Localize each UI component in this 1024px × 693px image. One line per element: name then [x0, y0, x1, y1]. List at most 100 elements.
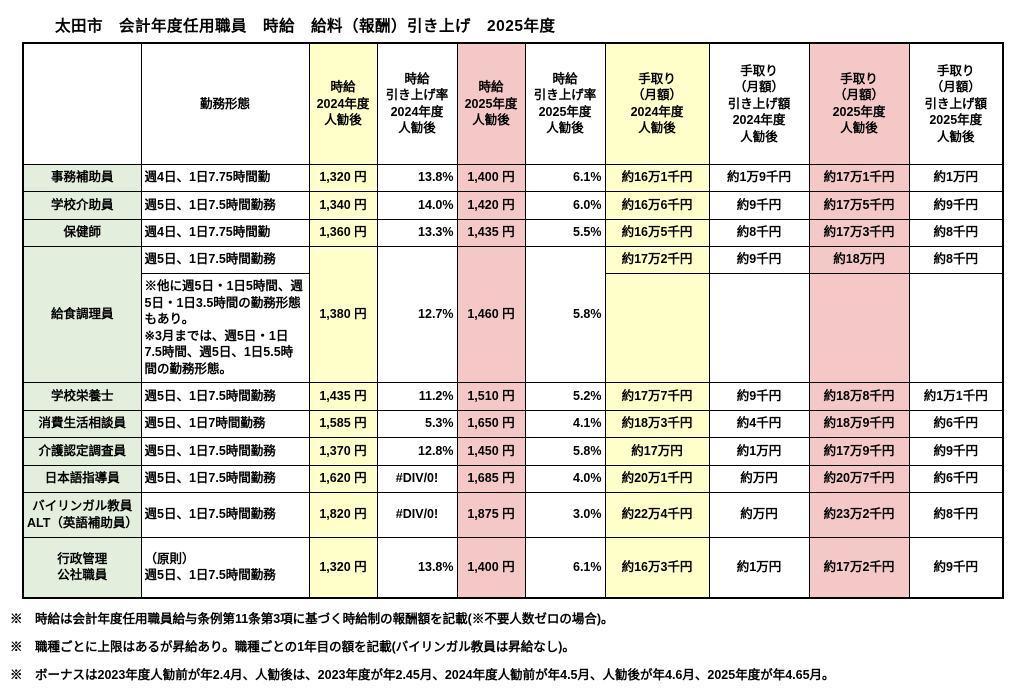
wage-table: 勤務形態 時給 2024年度 人勧後 時給 引き上げ率 2024年度 人勧後 時…	[22, 42, 1004, 599]
cell-net-2025: 約20万7千円	[808, 464, 910, 493]
cell-job: 保健師	[22, 218, 142, 247]
cell-netup-2024: 約9千円	[708, 381, 810, 411]
cell-rate-2025: 5.5%	[524, 218, 606, 247]
cell-schedule: 週5日、1日7.5時間勤務	[140, 436, 310, 466]
cell-net-2025	[808, 272, 910, 383]
cell-schedule: 週4日、1日7.75時間勤	[140, 163, 310, 192]
cell-wage-2024: 1,380 円	[308, 245, 378, 383]
cell-netup-2025: 約9千円	[908, 536, 1004, 599]
cell-net-2024: 約20万1千円	[604, 464, 710, 493]
footnote: ※ ボーナスは2023年度人勧前が年2.4月、人勧後は、2023年度が年2.45…	[10, 668, 835, 682]
cell-rate-2025: 4.0%	[524, 464, 606, 493]
table-row: 給食調理員 週5日、1日7.5時間勤務 1,380 円 12.7% 1,460 …	[22, 245, 1004, 383]
cell-netup-2025: 約6千円	[908, 464, 1004, 493]
cell-net-2024: 約17万2千円	[604, 245, 710, 274]
cell-net-2025: 約17万2千円	[808, 536, 910, 599]
footnotes: ※ 時給は会計年度任用職員給与条例第11条第3項に基づく時給制の報酬額を記載(※…	[10, 608, 1018, 692]
header-netup-2025: 手取り （月額） 引き上げ額 2025年度 人勧後	[908, 42, 1004, 165]
cell-rate-2024: #DIV/0!	[376, 491, 458, 538]
footnote: ※ 時給は会計年度任用職員給与条例第11条第3項に基づく時給制の報酬額を記載(※…	[10, 612, 614, 626]
cell-schedule: 週5日、1日7.5時間勤務	[140, 190, 310, 220]
cell-wage-2025: 1,875 円	[456, 491, 526, 538]
cell-rate-2024: #DIV/0!	[376, 464, 458, 493]
cell-netup-2025: 約1万円	[908, 163, 1004, 192]
cell-net-2025: 約17万3千円	[808, 218, 910, 247]
cell-rate-2025: 3.0%	[524, 491, 606, 538]
cell-rate-2024: 13.8%	[376, 163, 458, 192]
header-job	[22, 42, 142, 165]
cell-netup-2024: 約9千円	[708, 190, 810, 220]
cell-net-2024: 約16万1千円	[604, 163, 710, 192]
cell-wage-2025: 1,510 円	[456, 381, 526, 411]
cell-wage-2025: 1,400 円	[456, 536, 526, 599]
cell-net-2025: 約18万円	[808, 245, 910, 274]
table-row: 消費生活相談員 週5日、1日7時間勤務 1,585 円 5.3% 1,650 円…	[22, 409, 1004, 438]
cell-rate-2024: 12.8%	[376, 436, 458, 466]
cell-wage-2024: 1,820 円	[308, 491, 378, 538]
table-row: 日本語指導員 週5日、1日7.5時間勤務 1,620 円 #DIV/0! 1,6…	[22, 464, 1004, 493]
header-net-2024: 手取り （月額） 2024年度 人勧後	[604, 42, 710, 165]
cell-wage-2024: 1,435 円	[308, 381, 378, 411]
cell-job: 事務補助員	[22, 163, 142, 192]
table-row: 行政管理 公社職員 （原則） 週5日、1日7.5時間勤務 1,320 円 13.…	[22, 536, 1004, 599]
cell-rate-2024: 12.7%	[376, 245, 458, 383]
cell-job: 学校栄養士	[22, 381, 142, 411]
cell-netup-2025: 約8千円	[908, 218, 1004, 247]
table-row: 事務補助員 週4日、1日7.75時間勤 1,320 円 13.8% 1,400 …	[22, 163, 1004, 192]
cell-wage-2025: 1,435 円	[456, 218, 526, 247]
cell-net-2025: 約17万1千円	[808, 163, 910, 192]
cell-netup-2025: 約8千円	[908, 491, 1004, 538]
cell-net-2024: 約17万円	[604, 436, 710, 466]
cell-job: バイリンガル教員 ALT（英語補助員）	[22, 491, 142, 538]
cell-rate-2025: 4.1%	[524, 409, 606, 438]
cell-net-2024	[604, 272, 710, 383]
cell-wage-2024: 1,370 円	[308, 436, 378, 466]
cell-netup-2024: 約万円	[708, 491, 810, 538]
cell-net-2024: 約22万4千円	[604, 491, 710, 538]
cell-schedule: 週5日、1日7.5時間勤務	[140, 491, 310, 538]
cell-wage-2024: 1,585 円	[308, 409, 378, 438]
cell-net-2025: 約17万9千円	[808, 436, 910, 466]
cell-netup-2024: 約万円	[708, 464, 810, 493]
cell-job: 学校介助員	[22, 190, 142, 220]
cell-net-2024: 約17万7千円	[604, 381, 710, 411]
cell-netup-2024	[708, 272, 810, 383]
cell-rate-2024: 14.0%	[376, 190, 458, 220]
header-rate-2025: 時給 引き上げ率 2025年度 人勧後	[524, 42, 606, 165]
cell-net-2024: 約18万3千円	[604, 409, 710, 438]
cell-netup-2024: 約4千円	[708, 409, 810, 438]
cell-netup-2024: 約8千円	[708, 218, 810, 247]
cell-wage-2025: 1,460 円	[456, 245, 526, 383]
cell-netup-2024: 約9千円	[708, 245, 810, 274]
cell-wage-2024: 1,620 円	[308, 464, 378, 493]
header-net-2025: 手取り （月額） 2025年度 人勧後	[808, 42, 910, 165]
cell-wage-2025: 1,450 円	[456, 436, 526, 466]
cell-netup-2025: 約9千円	[908, 190, 1004, 220]
cell-rate-2025: 5.8%	[524, 245, 606, 383]
cell-netup-2025: 約9千円	[908, 436, 1004, 466]
cell-wage-2025: 1,650 円	[456, 409, 526, 438]
table-row: 学校栄養士 週5日、1日7.5時間勤務 1,435 円 11.2% 1,510 …	[22, 381, 1004, 411]
header-netup-2024: 手取り （月額） 引き上げ額 2024年度 人勧後	[708, 42, 810, 165]
cell-netup-2025	[908, 272, 1004, 383]
cell-job: 行政管理 公社職員	[22, 536, 142, 599]
cell-netup-2025: 約1万1千円	[908, 381, 1004, 411]
cell-schedule: 週4日、1日7.75時間勤	[140, 218, 310, 247]
cell-netup-2024: 約1万9千円	[708, 163, 810, 192]
cell-job: 給食調理員	[22, 245, 142, 383]
table-row: ※他に週5日・1日5時間、週5日・1日3.5時間の勤務形態もあり。 ※3月までは…	[23, 272, 1004, 383]
cell-rate-2025: 6.0%	[524, 190, 606, 220]
cell-rate-2025: 5.2%	[524, 381, 606, 411]
cell-job: 消費生活相談員	[22, 409, 142, 438]
cell-rate-2024: 13.8%	[376, 536, 458, 599]
cell-rate-2025: 5.8%	[524, 436, 606, 466]
header-row: 勤務形態 時給 2024年度 人勧後 時給 引き上げ率 2024年度 人勧後 時…	[22, 42, 1004, 165]
cell-job: 日本語指導員	[22, 464, 142, 493]
cell-schedule: 週5日、1日7.5時間勤務	[140, 381, 310, 411]
cell-net-2025: 約18万8千円	[808, 381, 910, 411]
cell-net-2024: 約16万3千円	[604, 536, 710, 599]
table-row: 保健師 週4日、1日7.75時間勤 1,360 円 13.3% 1,435 円 …	[22, 218, 1004, 247]
table-row: 学校介助員 週5日、1日7.5時間勤務 1,340 円 14.0% 1,420 …	[22, 190, 1004, 220]
header-schedule: 勤務形態	[140, 42, 310, 165]
